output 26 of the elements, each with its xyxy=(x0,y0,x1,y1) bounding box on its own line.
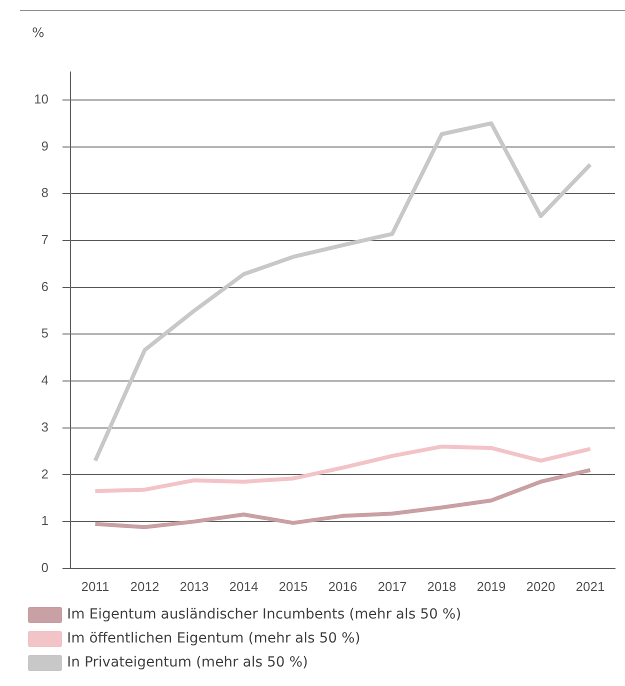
x-tick-label: 2013 xyxy=(180,578,209,594)
y-tick-label: 7 xyxy=(41,232,48,248)
x-tick-label: 2020 xyxy=(526,578,556,594)
x-tick-label: 2016 xyxy=(328,578,358,594)
y-axis-title: % xyxy=(32,26,44,41)
x-tick-label: 2012 xyxy=(130,578,160,594)
y-tick-label: 10 xyxy=(34,91,48,106)
x-tick-label: 2021 xyxy=(576,578,605,594)
y-tick-label: 6 xyxy=(41,278,48,294)
x-tick-label: 2014 xyxy=(229,578,258,594)
y-tick-label: 9 xyxy=(41,138,48,154)
x-tick-label: 2018 xyxy=(427,578,456,594)
x-tick-label: 2015 xyxy=(278,578,308,594)
x-tick-label: 2017 xyxy=(378,578,407,594)
y-tick-label: 4 xyxy=(41,372,48,388)
y-tick-label: 3 xyxy=(41,419,48,434)
y-tick-label: 2 xyxy=(41,466,48,482)
y-tick-label: 8 xyxy=(41,185,48,200)
legend-label: Im Eigentum ausländischer Incumbents (mehr als 50 %) xyxy=(67,606,462,623)
x-tick-label: 2011 xyxy=(81,578,110,594)
legend-label: In Privateigentum (mehr als 50 %) xyxy=(67,654,308,671)
x-tick-label: 2019 xyxy=(476,578,506,594)
y-tick-label: 0 xyxy=(41,560,48,575)
legend-label: Im öffentlichen Eigentum (mehr als 50 %) xyxy=(67,630,360,647)
y-tick-label: 1 xyxy=(41,513,48,528)
y-tick-label: 5 xyxy=(41,326,48,341)
